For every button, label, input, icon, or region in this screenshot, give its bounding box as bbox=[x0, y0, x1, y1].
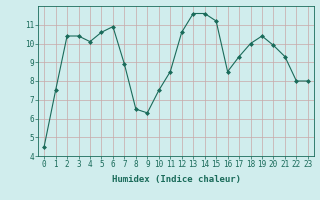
X-axis label: Humidex (Indice chaleur): Humidex (Indice chaleur) bbox=[111, 175, 241, 184]
